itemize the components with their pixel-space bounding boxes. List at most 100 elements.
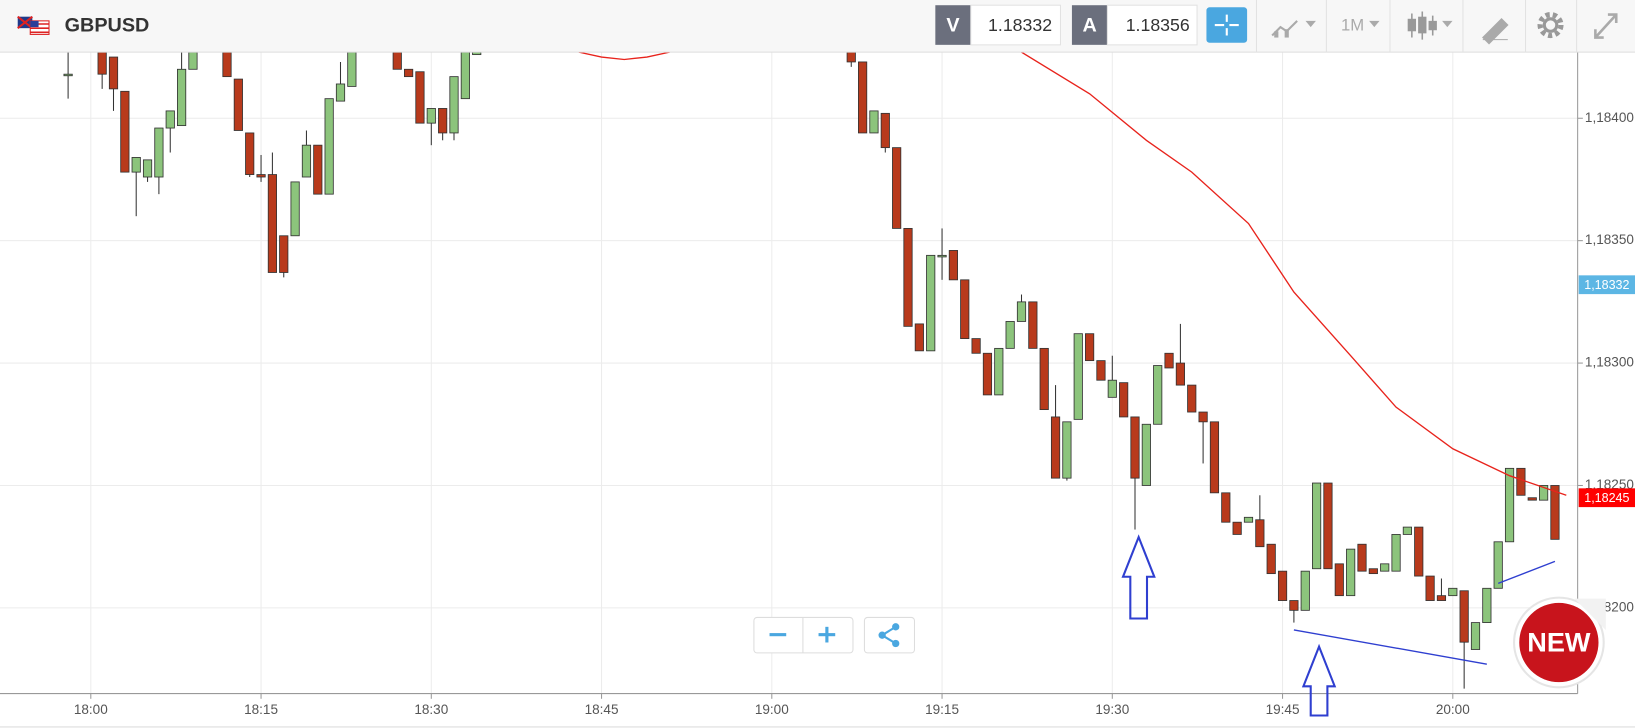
candle-body <box>1482 587 1492 624</box>
overlay-line <box>1293 629 1487 665</box>
x-tick-label: 18:45 <box>585 702 619 717</box>
candle-body <box>914 323 924 352</box>
plot-area <box>63 52 1567 689</box>
candle-body <box>1448 587 1458 597</box>
candle-body <box>1028 301 1038 349</box>
candle-body <box>131 157 141 173</box>
x-tick-label: 18:00 <box>74 702 108 717</box>
candle-body <box>108 56 119 90</box>
candle-body <box>1232 521 1242 535</box>
candle-body <box>188 52 198 70</box>
candle-body <box>1346 548 1356 597</box>
candle-body <box>1050 416 1061 479</box>
y-tick-label: 1,18400 <box>1585 110 1634 125</box>
candle-body <box>1289 600 1299 611</box>
price-marker-label: 1,18245 <box>1584 491 1629 505</box>
candle-body <box>97 52 107 75</box>
overlay-line <box>1021 52 1567 496</box>
timeframe[interactable]: 1M <box>1341 15 1364 34</box>
candle-body <box>1414 526 1424 577</box>
candle-body <box>313 144 323 195</box>
caret <box>1369 20 1380 28</box>
toolbar: GBPUSD V 1.18332 A 1.18356 1M <box>0 0 1635 53</box>
fullscreen-button[interactable] <box>1594 13 1618 39</box>
candle-icon <box>1418 16 1427 34</box>
candle-body <box>937 254 947 258</box>
ask-label: A <box>1083 14 1097 36</box>
crosshair-button[interactable] <box>1206 7 1248 43</box>
candle-body <box>982 352 993 396</box>
zoom-in-icon <box>825 626 829 643</box>
y-tick-label: 1,18300 <box>1585 355 1634 370</box>
candle-icon <box>1428 20 1437 31</box>
candle-body <box>1107 379 1117 398</box>
share-button[interactable] <box>863 616 915 654</box>
candle-body <box>1550 485 1560 540</box>
candle-body <box>1005 321 1015 349</box>
x-tick-label: 19:30 <box>1095 702 1129 717</box>
caret <box>1305 20 1316 28</box>
candle-body <box>880 112 890 149</box>
caret <box>1442 20 1453 28</box>
bid-label-box <box>935 5 971 45</box>
price-marker-label: 1,18332 <box>1584 278 1629 292</box>
zoom-out-button[interactable] <box>769 633 787 637</box>
ask-box[interactable] <box>1106 4 1198 46</box>
axes: 1,182001,182501,183001,183501,1840018:00… <box>74 110 1635 717</box>
y-tick-label: 1,18250 <box>1585 477 1634 492</box>
candle-body <box>301 144 312 178</box>
bid-price: 1.18332 <box>988 15 1052 35</box>
draw-button[interactable] <box>1482 18 1509 45</box>
price-marker <box>1578 488 1635 508</box>
candle-body <box>1300 570 1310 611</box>
bid-box[interactable] <box>970 4 1061 46</box>
candle-body <box>1323 482 1333 570</box>
candle-body <box>177 68 187 127</box>
candle-body <box>1039 347 1049 411</box>
candle-body <box>1425 575 1435 601</box>
candle-body <box>1402 526 1412 535</box>
overlay-line <box>578 52 670 61</box>
candle-body <box>1266 543 1276 575</box>
candle-body <box>1459 590 1469 643</box>
candle-body <box>415 71 425 124</box>
candle-body <box>903 228 913 327</box>
candle-type-button[interactable] <box>1407 11 1453 40</box>
candle-body <box>233 78 243 131</box>
candle-body <box>1504 467 1515 543</box>
candle-body <box>1334 563 1344 597</box>
settings-button[interactable] <box>1537 11 1564 39</box>
candle-body <box>1096 360 1106 381</box>
candle-body <box>290 181 300 237</box>
candle-body <box>1175 362 1185 386</box>
candle-body <box>1187 384 1197 413</box>
candle-body <box>1153 365 1163 425</box>
candle-body <box>120 90 130 173</box>
y-tick-label: 1,18350 <box>1585 232 1634 247</box>
candle-body <box>392 52 402 70</box>
candle-body <box>154 127 164 178</box>
candle-body <box>449 76 459 134</box>
candle-body <box>869 110 879 134</box>
candle-body <box>279 235 289 273</box>
overlay-line <box>1497 560 1556 585</box>
candle-body <box>63 73 73 77</box>
candle-body <box>347 52 357 87</box>
candle-body <box>1255 519 1265 548</box>
annotation-arrow <box>1121 534 1156 620</box>
flag-us <box>30 20 39 28</box>
candle-icon <box>1407 18 1417 32</box>
chart-type-button[interactable] <box>1271 20 1316 38</box>
candle-body <box>1470 622 1481 650</box>
crosshair-icon <box>1214 14 1239 36</box>
grid <box>0 52 1578 694</box>
candle-body <box>1221 492 1231 523</box>
candle-body <box>1016 301 1027 322</box>
candle-body <box>1164 352 1174 369</box>
line-icon <box>1274 31 1279 38</box>
candle-body <box>1493 541 1503 589</box>
x-tick-label: 19:45 <box>1266 702 1300 717</box>
candle-body <box>165 110 175 129</box>
symbol: GBPUSD <box>65 14 150 36</box>
